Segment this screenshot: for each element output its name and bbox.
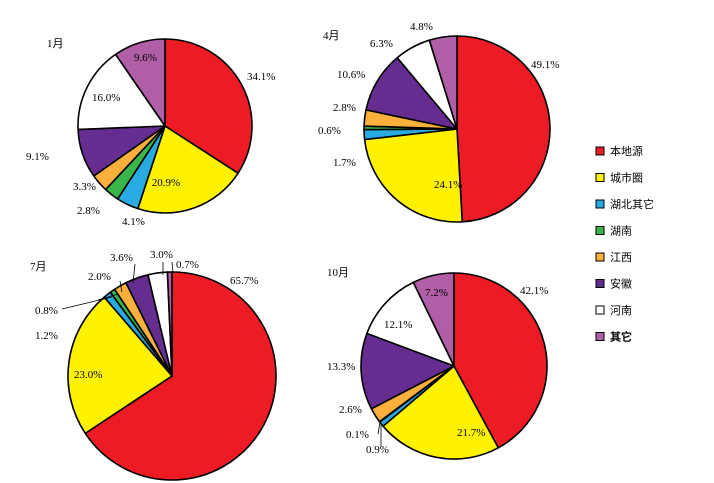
- legend-entry-4: 湖南: [610, 225, 632, 238]
- pie-4-slice-6: [360, 332, 455, 410]
- pie-1-data-label-7: 16.0%: [92, 92, 120, 104]
- pie-3-leader-line-3: [119, 280, 123, 293]
- pie-4: 42.1% 21.7% 0.9% 0.1% 2.6% 13.3% 12.1% 7.2% 10月: [327, 267, 548, 460]
- pie-2-data-label-6: 10.6%: [337, 69, 365, 81]
- pie-3-data-label-2: 23.0%: [74, 369, 102, 381]
- legend-swatch-5: [595, 252, 605, 262]
- legend-entry-7: 河南: [610, 304, 632, 317]
- pie-4-slice-2: [382, 365, 500, 460]
- pie-1-data-label-1: 34.1%: [247, 71, 275, 83]
- pie-4-slice-8: [412, 272, 455, 367]
- legend-swatch-1: [595, 146, 605, 156]
- pie-2-data-label-3: 1.7%: [333, 157, 356, 169]
- pie-4-data-label-1: 42.1%: [520, 285, 548, 297]
- pie-3-title: 7月: [30, 261, 47, 273]
- pie-4-data-label-6: 13.3%: [327, 361, 355, 373]
- pie-4-data-label-7: 12.1%: [384, 319, 412, 331]
- pie-3-data-label-7: 3.0%: [150, 249, 173, 261]
- pie-3-data-label-5: 2.0%: [88, 271, 111, 283]
- pie-3-data-label-3: 1.2%: [35, 330, 58, 342]
- pie-4-slice-7: [366, 281, 455, 367]
- pie-3-leader-line-1: [61, 296, 113, 310]
- pie-1-data-label-5: 3.3%: [73, 181, 96, 193]
- legend-entry-8: 其它: [610, 330, 632, 344]
- pie-4-data-label-4: 0.1%: [346, 429, 369, 441]
- pie-3-slice-8: [166, 271, 173, 377]
- pie-1-data-label-8: 9.6%: [134, 52, 157, 64]
- legend-entry-2: 城市圈: [610, 171, 643, 185]
- pie-1-data-label-6: 9.1%: [26, 151, 49, 163]
- pie-3-leader-line-4: [132, 263, 136, 284]
- pie-2-data-label-4: 0.6%: [318, 125, 341, 137]
- legend-entry-5: 江西: [610, 251, 632, 264]
- pie-2-slice-8: [428, 35, 458, 130]
- pie-3-slice-1: [84, 271, 277, 481]
- pie-1: 34.1% 20.9% 4.1% 2.8% 3.3% 9.1% 16.0% 9.6% 1月: [26, 38, 275, 228]
- pie-1-slice-2: [137, 125, 239, 214]
- legend-swatch-4: [595, 226, 605, 235]
- pie-2-data-label-8: 4.8%: [410, 21, 433, 33]
- pie-2-data-label-5: 2.8%: [333, 102, 356, 114]
- pie-3-data-label-4: 0.8%: [35, 305, 58, 317]
- pie-2-title: 4月: [323, 30, 340, 42]
- legend-swatch-3: [595, 199, 605, 209]
- pie-3-data-label-1: 65.7%: [230, 275, 258, 287]
- pie-3-data-label-8: 0.7%: [176, 259, 199, 271]
- legend-swatch-6: [595, 279, 605, 288]
- pie-2-slice-1: [456, 35, 551, 223]
- pie-4-data-label-8: 7.2%: [425, 287, 448, 299]
- pie-3-leader-line-6: [171, 261, 174, 274]
- pie-3-leader-line-2: [97, 293, 119, 301]
- pie-1-data-label-3: 4.1%: [122, 216, 145, 228]
- legend-entry-3: 湖北其它: [610, 197, 654, 211]
- pie-1-data-label-4: 2.8%: [77, 205, 100, 217]
- pie-2-slice-2: [363, 128, 464, 223]
- legend-entry-6: 安徽: [610, 277, 632, 291]
- legend-swatch-8: [595, 332, 605, 341]
- pie-4-title: 10月: [327, 267, 349, 279]
- legend-swatch-2: [595, 173, 605, 182]
- legend-entry-1: 本地源: [610, 144, 643, 158]
- pie-2-data-label-1: 49.1%: [531, 59, 559, 71]
- pie-1-title: 1月: [47, 38, 64, 50]
- pie-4-leader-line-1: [377, 421, 381, 435]
- pie-3-data-label-6: 3.6%: [110, 252, 133, 264]
- pie-3: 65.7% 23.0% 1.2% 0.8% 2.0% 3.6% 3.0%0.7% 7月: [30, 249, 277, 481]
- pie-1-data-label-2: 20.9%: [152, 177, 180, 189]
- pie-2-data-label-7: 6.3%: [370, 38, 393, 50]
- pie-2: 49.1% 24.1% 1.7% 0.6% 2.8% 10.6% 6.3% 4.8% 4月: [318, 21, 559, 223]
- pie-2-data-label-2: 24.1%: [434, 179, 462, 191]
- pie-1-slice-8: [114, 38, 166, 127]
- pie-4-data-label-2: 21.7%: [457, 427, 485, 439]
- legend-swatch-7: [595, 305, 605, 315]
- pie-4-data-label-3: 0.9%: [366, 444, 389, 456]
- pie-3-slice-2: [67, 296, 173, 435]
- pie-1-slice-7: [77, 53, 166, 131]
- pie-4-slice-1: [453, 272, 548, 449]
- pie-4-data-label-5: 2.6%: [339, 404, 362, 416]
